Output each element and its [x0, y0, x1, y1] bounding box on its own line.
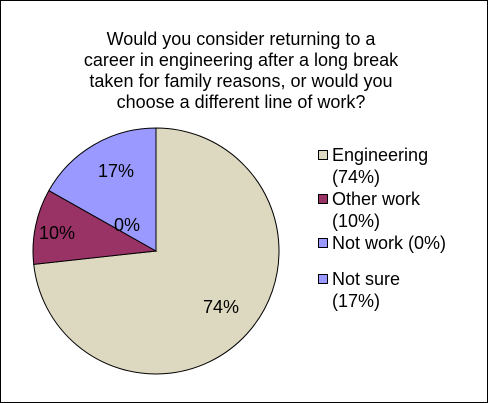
legend-item: Not sure (17%) [318, 268, 483, 312]
legend-item: Other work (10%) [318, 188, 483, 232]
legend-label: Other work (10%) [318, 188, 483, 232]
legend-label-line: Not work (0%) [332, 233, 447, 253]
legend-label: Not work (0%) [318, 232, 483, 254]
legend-swatch [318, 150, 328, 160]
chart-title: Would you consider returning to a career… [71, 29, 411, 113]
legend-label-line: Other work [332, 189, 421, 209]
slice-data-label: 0% [114, 215, 140, 235]
pie-slice [32, 189, 158, 265]
legend-label-line: (17%) [332, 291, 381, 311]
slice-data-label: 74% [203, 297, 239, 317]
legend-label-line: (74%) [332, 167, 381, 187]
legend-label-line: Engineering [332, 145, 429, 165]
pie-labels: 74% 10% 0% 17% [39, 161, 239, 317]
chart-title-line: taken for family reasons, or would you [89, 71, 393, 91]
slice-data-label: 17% [98, 161, 134, 181]
legend-swatch [318, 194, 328, 204]
legend-label: Engineering (74%) [318, 144, 483, 188]
legend-item: Not work (0%) [318, 232, 483, 254]
chart-legend: Engineering (74%) Other work (10%) Not work … [318, 144, 483, 312]
legend-swatch [318, 274, 328, 284]
slice-data-label: 10% [39, 223, 75, 243]
chart-title-line: career in engineering after a long break [83, 50, 399, 70]
legend-label: Not sure (17%) [318, 268, 483, 312]
legend-label-line: Not sure [332, 269, 401, 289]
legend-swatch [318, 238, 328, 248]
pie-slice [48, 127, 157, 252]
chart-title-line: choose a different line of work? [116, 92, 366, 112]
chart-title-line: Would you consider returning to a [106, 29, 376, 49]
legend-label-line: (10%) [332, 211, 381, 231]
pie-slices [32, 127, 280, 375]
legend-item: Engineering (74%) [318, 144, 483, 188]
